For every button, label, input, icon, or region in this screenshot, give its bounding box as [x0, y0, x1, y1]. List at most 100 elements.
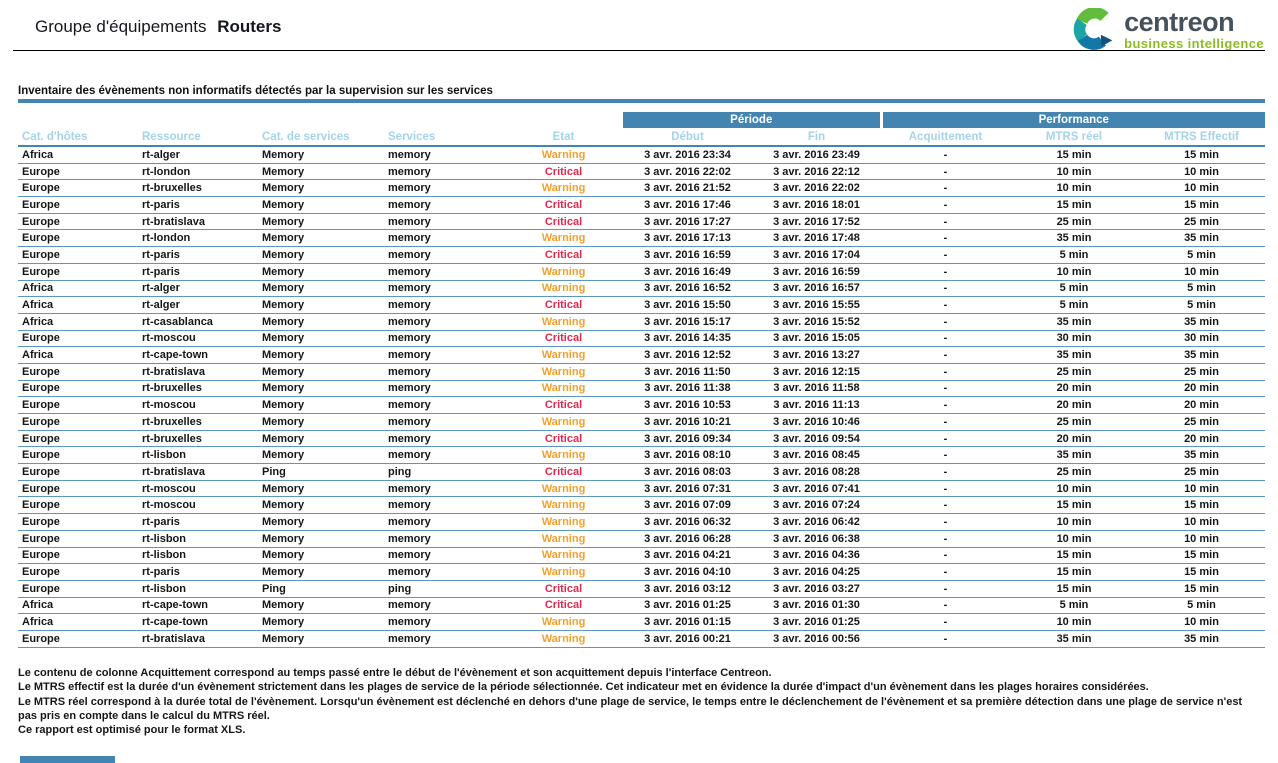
cell-start: 3 avr. 2016 06:32: [623, 513, 752, 531]
cell-start: 3 avr. 2016 14:35: [623, 330, 752, 348]
table-row: Europe rt-bruxelles Memory memory Warning 3 a…: [18, 380, 1265, 398]
cell-end: 3 avr. 2016 11:13: [752, 396, 881, 414]
centreon-brand-name: centreon: [1124, 6, 1235, 37]
cell-end: 3 avr. 2016 11:58: [752, 380, 881, 398]
cell-host-cat: Europe: [18, 229, 138, 248]
cell-resource: rt-bratislava: [138, 630, 258, 648]
cell-resource: rt-bruxelles: [138, 413, 258, 431]
cell-service: ping: [384, 580, 504, 598]
cell-host-cat: Europe: [18, 213, 138, 231]
cell-service: memory: [384, 396, 504, 414]
cell-mtrs-eff: 15 min: [1138, 196, 1265, 214]
col-header-etat: Etat: [504, 128, 623, 147]
cell-service-cat: Ping: [258, 580, 384, 598]
cell-mtrs-real: 20 min: [1010, 430, 1138, 448]
cell-mtrs-eff: 10 min: [1138, 513, 1265, 531]
cell-service: memory: [384, 513, 504, 531]
table-row: Europe rt-bratislava Memory memory Critical 3…: [18, 213, 1265, 231]
footer-note-mtrs-effectif: Le MTRS effectif est la durée d'un évène…: [18, 681, 1149, 694]
cell-end: 3 avr. 2016 23:49: [752, 146, 881, 164]
cell-state: Warning: [504, 363, 623, 381]
cell-ack: -: [881, 246, 1010, 264]
cell-state: Warning: [504, 530, 623, 548]
table-row: Africa rt-cape-town Memory memory Warning 3 a…: [18, 346, 1265, 364]
cell-end: 3 avr. 2016 07:24: [752, 496, 881, 515]
cell-host-cat: Europe: [18, 396, 138, 414]
cell-mtrs-eff: 5 min: [1138, 246, 1265, 264]
cell-end: 3 avr. 2016 16:59: [752, 263, 881, 281]
cell-service-cat: Memory: [258, 179, 384, 198]
cell-ack: -: [881, 597, 1010, 615]
cell-host-cat: Europe: [18, 446, 138, 465]
centreon-c-icon: [1073, 8, 1113, 50]
cell-service-cat: Memory: [258, 163, 384, 181]
cell-resource: rt-moscou: [138, 496, 258, 515]
cell-host-cat: Europe: [18, 513, 138, 531]
cell-ack: -: [881, 179, 1010, 198]
centreon-tagline: business intelligence: [1124, 35, 1264, 51]
table-row: Africa rt-alger Memory memory Warning 3 avr. …: [18, 280, 1265, 298]
cell-end: 3 avr. 2016 03:27: [752, 580, 881, 598]
cell-state: Warning: [504, 563, 623, 581]
cell-mtrs-eff: 5 min: [1138, 597, 1265, 615]
group-header-periode: Période: [623, 112, 881, 128]
table-row: Europe rt-lisbon Ping ping Critical 3 avr. 20…: [18, 580, 1265, 598]
cell-mtrs-eff: 10 min: [1138, 179, 1265, 198]
cell-service: memory: [384, 163, 504, 181]
cell-mtrs-real: 35 min: [1010, 446, 1138, 465]
cell-mtrs-eff: 35 min: [1138, 229, 1265, 248]
cell-end: 3 avr. 2016 12:15: [752, 363, 881, 381]
cell-start: 3 avr. 2016 17:13: [623, 229, 752, 248]
table-row: Europe rt-paris Memory memory Critical 3 avr.…: [18, 196, 1265, 214]
table-group-header-row: Période Performance: [18, 112, 1265, 128]
cell-resource: rt-cape-town: [138, 597, 258, 615]
col-header-mtrs-reel: MTRS réel: [1010, 128, 1138, 147]
cell-host-cat: Europe: [18, 547, 138, 565]
cell-ack: -: [881, 480, 1010, 498]
table-row: Europe rt-moscou Memory memory Warning 3 avr.…: [18, 496, 1265, 515]
cell-end: 3 avr. 2016 15:05: [752, 330, 881, 348]
cell-resource: rt-alger: [138, 280, 258, 298]
cell-mtrs-real: 35 min: [1010, 630, 1138, 648]
table-column-header-row: Cat. d'hôtes Ressource Cat. de services …: [18, 128, 1265, 147]
table-row: Europe rt-paris Memory memory Warning 3 avr. …: [18, 513, 1265, 531]
cell-service: memory: [384, 313, 504, 331]
table-row: Europe rt-paris Memory memory Warning 3 avr. …: [18, 563, 1265, 581]
cell-state: Warning: [504, 630, 623, 648]
cell-ack: -: [881, 163, 1010, 181]
cell-start: 3 avr. 2016 04:10: [623, 563, 752, 581]
cell-host-cat: Europe: [18, 480, 138, 498]
cell-service-cat: Memory: [258, 313, 384, 331]
cell-ack: -: [881, 613, 1010, 631]
cell-start: 3 avr. 2016 08:03: [623, 463, 752, 481]
cell-service: memory: [384, 146, 504, 164]
cell-service-cat: Memory: [258, 280, 384, 298]
centreon-logo: centreon business intelligence: [1072, 8, 1264, 50]
page-title-group-name: Routers: [217, 17, 282, 36]
cell-start: 3 avr. 2016 21:52: [623, 179, 752, 198]
cell-resource: rt-lisbon: [138, 547, 258, 565]
cell-service-cat: Memory: [258, 146, 384, 164]
cell-mtrs-eff: 10 min: [1138, 263, 1265, 281]
cell-state: Warning: [504, 263, 623, 281]
cell-service: memory: [384, 196, 504, 214]
cell-service: memory: [384, 547, 504, 565]
cell-start: 3 avr. 2016 17:27: [623, 213, 752, 231]
cell-host-cat: Europe: [18, 196, 138, 214]
cell-start: 3 avr. 2016 16:52: [623, 280, 752, 298]
cell-mtrs-eff: 20 min: [1138, 396, 1265, 414]
cell-mtrs-eff: 10 min: [1138, 613, 1265, 631]
cell-start: 3 avr. 2016 08:10: [623, 446, 752, 465]
cell-service-cat: Memory: [258, 446, 384, 465]
cell-state: Warning: [504, 179, 623, 198]
table-row: Europe rt-bratislava Ping ping Critical 3 avr…: [18, 463, 1265, 481]
col-header-cat-services: Cat. de services: [258, 128, 384, 147]
cell-host-cat: Africa: [18, 313, 138, 331]
table-row: Europe rt-bratislava Memory memory Warning 3 …: [18, 363, 1265, 381]
cell-mtrs-eff: 5 min: [1138, 296, 1265, 314]
table-row: Africa rt-casablanca Memory memory Warning 3 …: [18, 313, 1265, 331]
cell-host-cat: Europe: [18, 246, 138, 264]
cell-service: memory: [384, 263, 504, 281]
cell-host-cat: Europe: [18, 263, 138, 281]
cell-end: 3 avr. 2016 00:56: [752, 630, 881, 648]
